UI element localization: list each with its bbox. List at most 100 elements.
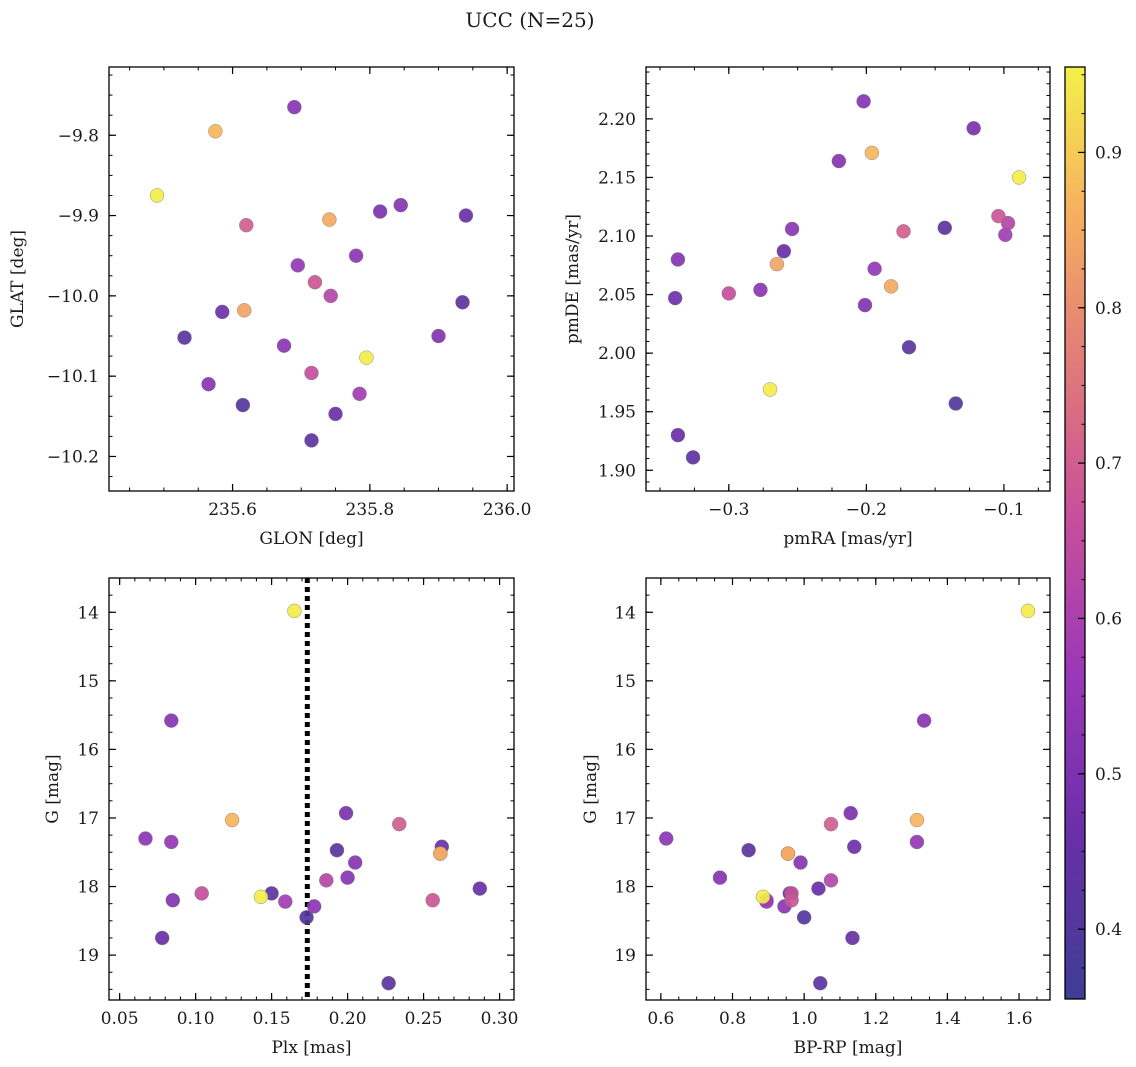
scatter-point [235, 397, 251, 413]
scatter-point [864, 145, 880, 161]
x-tick-label: 235.6 [208, 500, 257, 520]
scatter-point [712, 870, 728, 885]
scatter-point [784, 221, 800, 237]
scatter-point [823, 816, 839, 832]
scatter-point [347, 855, 363, 870]
y-tick-label: 17 [77, 809, 99, 829]
scatter-point [916, 713, 932, 728]
x-tick-label: 0.05 [101, 1009, 139, 1029]
scatter-point [253, 889, 269, 905]
x-tick-label: −0.3 [708, 500, 749, 520]
plot-frame [645, 66, 1051, 492]
x-tick-label: 0.30 [481, 1009, 519, 1029]
scatter-point [165, 893, 181, 908]
scatter-point [909, 812, 925, 828]
scatter-point [149, 188, 165, 203]
colorbar-tick-label: 0.6 [1095, 609, 1122, 629]
scatter-point [340, 870, 355, 885]
colorbar-tick-label: 0.4 [1095, 920, 1122, 940]
scatter-point [845, 930, 860, 946]
scatter-point [811, 881, 826, 896]
scatter-point [472, 881, 488, 896]
scatter-point [201, 376, 216, 392]
y-tick-label: 1.95 [598, 403, 636, 423]
y-axis-label: G [mag] [581, 754, 601, 823]
scatter-point [741, 842, 756, 858]
scatter-point [433, 846, 448, 861]
scatter-point [856, 94, 871, 109]
colorbar-gradient [1064, 66, 1086, 1000]
panel-bprp-g: 0.6 0.8 1.0 1.2 1.4 1.6 14 15 16 17 18 19 BP-RP [mag… [581, 577, 1051, 1058]
x-tick-label: −0.1 [983, 500, 1024, 520]
y-tick-label: 19 [614, 946, 636, 966]
scatter-point [278, 894, 293, 909]
x-tick-label: −0.2 [846, 500, 887, 520]
colorbar-tick-label: 0.5 [1095, 765, 1122, 785]
scatter-point [721, 286, 737, 301]
y-axis-label: pmDE [mas/yr] [563, 214, 583, 344]
scatter-point [290, 258, 305, 273]
scatter-point [276, 338, 292, 353]
y-axis-label: GLAT [deg] [8, 230, 28, 328]
scatter-point [338, 805, 354, 821]
scatter-point [991, 208, 1006, 224]
scatter-point [306, 899, 322, 914]
y-tick-label: 18 [614, 878, 636, 898]
scatter-point [823, 873, 839, 888]
x-tick-label: 1.6 [1005, 1009, 1032, 1029]
x-tick-label: 0.8 [719, 1009, 746, 1029]
scatter-point [287, 603, 302, 619]
scatter-point [755, 889, 771, 905]
y-tick-label: 17 [614, 809, 636, 829]
x-axis-label: pmRA [mas/yr] [783, 529, 912, 549]
scatter-point [1020, 603, 1036, 619]
scatter-point [215, 304, 230, 320]
scatter-point [896, 224, 911, 239]
scatter-point [857, 297, 873, 313]
scatter-point [458, 208, 474, 223]
scatter-point [670, 252, 686, 267]
scatter-point [793, 855, 808, 870]
y-tick-label: 18 [77, 878, 99, 898]
y-tick-label: 1.90 [598, 461, 636, 481]
y-tick-label: 2.10 [598, 227, 636, 247]
scatter-point [685, 450, 701, 465]
panel-glon-glat: 235.6 235.8 236.0 −9.8 −9.9 −10.0 −10.1 −10.2 GL… [8, 66, 531, 549]
scatter-point [670, 427, 686, 443]
scatter-point [769, 256, 785, 272]
scatter-point [328, 406, 343, 422]
scatter-point [901, 340, 917, 355]
x-tick-label: 1.0 [791, 1009, 818, 1029]
scatter-point [659, 831, 674, 846]
scatter-point [299, 910, 314, 925]
scatter-point [329, 842, 345, 858]
y-tick-label: −10.0 [47, 287, 99, 307]
panel-plx-g: 0.05 0.10 0.15 0.20 0.25 0.30 14 15 16 17 18 19 Plx … [43, 577, 519, 1058]
y-tick-label: −10.1 [47, 367, 99, 387]
y-tick-label: 2.20 [598, 110, 636, 130]
scatter-point [392, 816, 407, 832]
scatter-point [304, 365, 319, 381]
y-tick-label: 2.05 [598, 286, 636, 306]
scatter-point [425, 893, 440, 908]
scatter-point [237, 303, 252, 318]
x-tick-label: 0.15 [253, 1009, 291, 1029]
panel-pmra-pmde: −0.3 −0.2 −0.1 1.90 1.95 2.00 2.05 2.10 2.15 2.20… [563, 66, 1051, 549]
scatter-point [431, 328, 446, 344]
colorbar-tick-label: 0.7 [1095, 454, 1122, 474]
scatter-point [323, 288, 338, 304]
scatter-point [177, 330, 192, 345]
figure-title: UCC (N=25) [465, 8, 594, 32]
scatter-point [307, 275, 323, 290]
colorbar-tick-label: 0.9 [1095, 143, 1122, 163]
x-tick-label: 0.10 [177, 1009, 215, 1029]
plot-frame [645, 577, 1051, 1001]
y-tick-label: 15 [77, 672, 99, 692]
scatter-point [455, 295, 470, 310]
scatter-point [372, 204, 388, 219]
scatter-point [937, 220, 952, 236]
scatter-point [381, 976, 396, 991]
x-axis-label: Plx [mas] [271, 1038, 351, 1058]
scatter-point [796, 910, 812, 925]
